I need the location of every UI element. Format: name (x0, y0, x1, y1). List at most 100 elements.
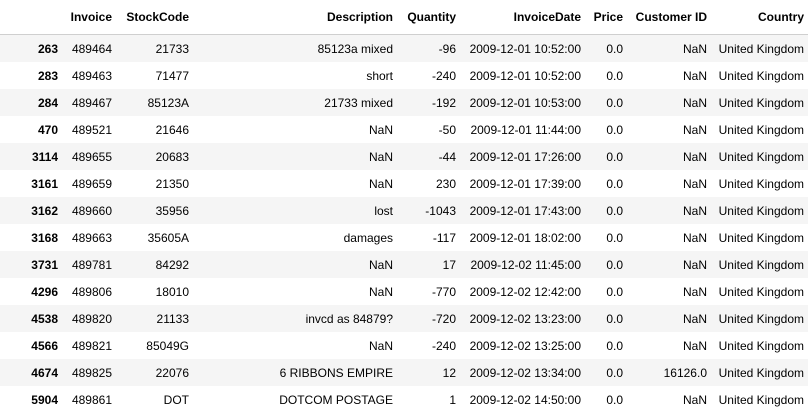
cell-stockcode: 21733 (155, 41, 189, 56)
cell-price: 0.0 (606, 284, 623, 299)
cell-customer-id: NaN (682, 68, 707, 83)
cell-invoice: 489781 (71, 257, 112, 272)
cell-description: 21733 mixed (324, 95, 393, 110)
cell-country: United Kingdom (718, 122, 804, 137)
cell-quantity: 12 (442, 365, 456, 380)
header-index (0, 0, 62, 35)
row-index: 470 (37, 122, 58, 137)
row-index: 3161 (31, 176, 58, 191)
cell-stockcode: 71477 (155, 68, 189, 83)
cell-country: United Kingdom (718, 311, 804, 326)
cell-description: 85123a mixed (317, 41, 393, 56)
cell-country: United Kingdom (718, 176, 804, 191)
cell-price: 0.0 (606, 311, 623, 326)
cell-price: 0.0 (606, 257, 623, 272)
cell-description: short (366, 68, 393, 83)
table-row: 283 489463 71477 short -240 2009-12-01 10:52:… (0, 62, 808, 89)
cell-description: DOTCOM POSTAGE (279, 392, 393, 407)
table-row: 3114 489655 20683 NaN -44 2009-12-01 17:26:00… (0, 143, 808, 170)
header-invoice: Invoice (62, 0, 116, 35)
cell-invoice: 489660 (71, 203, 112, 218)
cell-stockcode: 85123A (147, 95, 189, 110)
cell-customer-id: NaN (682, 284, 707, 299)
cell-invoicedate: 2009-12-02 14:50:00 (469, 392, 581, 407)
cell-country: United Kingdom (718, 41, 804, 56)
cell-invoicedate: 2009-12-02 11:45:00 (470, 257, 581, 272)
cell-invoicedate: 2009-12-02 12:42:00 (469, 284, 581, 299)
table-row: 470 489521 21646 NaN -50 2009-12-01 11:44:00 0… (0, 116, 808, 143)
cell-stockcode: 84292 (155, 257, 189, 272)
row-index: 4674 (31, 365, 58, 380)
cell-description: lost (374, 203, 393, 218)
cell-invoicedate: 2009-12-01 18:02:00 (469, 230, 581, 245)
cell-price: 0.0 (606, 122, 623, 137)
cell-customer-id: NaN (682, 203, 707, 218)
cell-invoice: 489663 (71, 230, 112, 245)
cell-quantity: -96 (438, 41, 456, 56)
cell-invoice: 489467 (71, 95, 112, 110)
table-row: 3161 489659 21350 NaN 230 2009-12-01 17:39:00… (0, 170, 808, 197)
cell-country: United Kingdom (718, 95, 804, 110)
cell-invoicedate: 2009-12-01 11:44:00 (470, 122, 581, 137)
cell-price: 0.0 (606, 41, 623, 56)
header-invoicedate: InvoiceDate (460, 0, 585, 35)
cell-description: NaN (368, 149, 393, 164)
cell-price: 0.0 (606, 95, 623, 110)
cell-country: United Kingdom (718, 257, 804, 272)
cell-stockcode: 85049G (146, 338, 189, 353)
cell-price: 0.0 (606, 68, 623, 83)
cell-invoice: 489659 (71, 176, 112, 191)
cell-invoice: 489821 (71, 338, 112, 353)
table-row: 5904 489861 DOT DOTCOM POSTAGE 1 2009-12-02 1… (0, 386, 808, 413)
cell-quantity: -770 (431, 284, 456, 299)
header-row: Invoice StockCode Description Quantity I… (0, 0, 808, 35)
table-row: 4538 489820 21133 invcd as 84879? -720 2009-1… (0, 305, 808, 332)
cell-country: United Kingdom (718, 392, 804, 407)
cell-customer-id: NaN (682, 257, 707, 272)
cell-country: United Kingdom (718, 365, 804, 380)
cell-stockcode: 21646 (155, 122, 189, 137)
cell-customer-id: NaN (682, 122, 707, 137)
cell-customer-id: 16126.0 (663, 365, 707, 380)
table-row: 284 489467 85123A 21733 mixed -192 2009-12-01… (0, 89, 808, 116)
header-stockcode: StockCode (116, 0, 193, 35)
row-index: 3162 (31, 203, 58, 218)
cell-stockcode: DOT (163, 392, 189, 407)
table-row: 3168 489663 35605A damages -117 2009-12-01 18… (0, 224, 808, 251)
cell-invoicedate: 2009-12-02 13:25:00 (469, 338, 581, 353)
cell-quantity: -44 (438, 149, 456, 164)
header-customer-id: Customer ID (627, 0, 711, 35)
row-index: 3114 (31, 149, 58, 164)
cell-stockcode: 21350 (155, 176, 189, 191)
table-body: 263 489464 21733 85123a mixed -96 2009-12-01 … (0, 34, 808, 413)
cell-invoice: 489463 (71, 68, 112, 83)
cell-quantity: -720 (431, 311, 456, 326)
cell-description: NaN (368, 122, 393, 137)
cell-quantity: -117 (432, 230, 456, 245)
cell-invoicedate: 2009-12-02 13:34:00 (469, 365, 581, 380)
row-index: 283 (37, 68, 58, 83)
row-index: 263 (37, 41, 58, 56)
row-index: 3168 (31, 230, 58, 245)
cell-customer-id: NaN (682, 392, 707, 407)
cell-country: United Kingdom (718, 149, 804, 164)
cell-quantity: -240 (431, 68, 456, 83)
cell-quantity: 1 (449, 392, 456, 407)
table-row: 4296 489806 18010 NaN -770 2009-12-02 12:42:0… (0, 278, 808, 305)
cell-quantity: 17 (442, 257, 456, 272)
cell-invoicedate: 2009-12-01 17:39:00 (469, 176, 581, 191)
cell-invoicedate: 2009-12-01 17:26:00 (469, 149, 581, 164)
cell-invoicedate: 2009-12-01 17:43:00 (469, 203, 581, 218)
cell-invoice: 489806 (71, 284, 112, 299)
cell-quantity: -1043 (425, 203, 456, 218)
cell-description: NaN (368, 176, 393, 191)
cell-quantity: -240 (431, 338, 456, 353)
cell-invoicedate: 2009-12-01 10:53:00 (469, 95, 581, 110)
row-index: 3731 (31, 257, 58, 272)
cell-stockcode: 20683 (155, 149, 189, 164)
cell-invoice: 489464 (71, 41, 112, 56)
cell-stockcode: 35956 (155, 203, 189, 218)
cell-description: NaN (368, 257, 393, 272)
cell-customer-id: NaN (682, 311, 707, 326)
